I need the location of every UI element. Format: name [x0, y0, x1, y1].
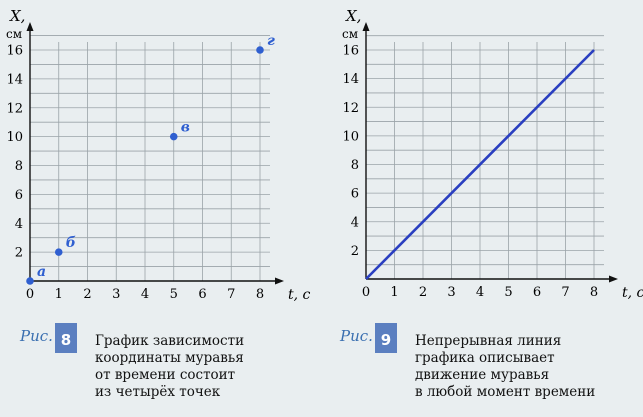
series-line [365, 49, 595, 280]
y-tick-label: 8 [15, 159, 23, 174]
y-tick-label: 4 [15, 217, 23, 232]
x-tick-label: 3 [447, 285, 455, 300]
x-tick-label: 3 [112, 287, 120, 302]
x-axis-label: t, с [288, 287, 311, 303]
data-point-label: в [181, 120, 190, 136]
x-tick-label: 4 [141, 287, 149, 302]
x-tick-label: 1 [55, 287, 63, 302]
data-point [256, 46, 264, 54]
x-tick-label: 8 [590, 285, 598, 300]
x-tick-label: 5 [170, 287, 178, 302]
x-tick-label: 8 [256, 287, 264, 302]
data-point [54, 248, 63, 256]
y-tick-label: 8 [351, 158, 359, 173]
y-tick-label: 12 [342, 101, 359, 116]
y-tick-label: 14 [342, 72, 359, 87]
caption-fig8: Рис. 8 График зависимости координаты мур… [20, 323, 244, 401]
caption-prefix: Рис. [340, 327, 373, 345]
data-point-label: а [37, 264, 46, 280]
y-axis-arrow [362, 22, 370, 31]
y-tick-label: 4 [351, 215, 359, 230]
x-tick-label: 7 [561, 285, 569, 300]
x-tick-label: 0 [362, 285, 370, 300]
y-tick-label: 10 [342, 129, 359, 144]
figure-number-badge: 8 [54, 323, 77, 353]
x-axis-arrow [609, 275, 618, 283]
x-axis-arrow [275, 277, 284, 285]
caption-prefix: Рис. [20, 327, 53, 345]
caption-fig9: Рис. 9 Непрерывная линия графика описыва… [340, 323, 595, 401]
data-point [169, 132, 178, 141]
y-tick-label: 16 [342, 44, 359, 59]
y-axis-unit-label: см [6, 27, 22, 41]
y-tick-label: 6 [15, 188, 23, 203]
figure-number-badge: 9 [374, 323, 397, 353]
x-tick-label: 4 [476, 285, 484, 300]
y-tick-label: 2 [351, 244, 359, 259]
x-tick-label: 2 [419, 285, 427, 300]
figure-9: 0 1 2 3 4 5 6 7 8 2 4 6 8 10 12 14 16 t, с X, см Рис. 9 Неп… [320, 0, 643, 417]
data-point-label: г [267, 33, 275, 49]
x-tick-label: 1 [390, 285, 398, 300]
x-tick-label: 0 [26, 287, 34, 302]
data-point-label: б [66, 235, 76, 251]
y-tick-label: 10 [6, 130, 23, 145]
x-tick-label: 6 [533, 285, 541, 300]
x-axis-label: t, с [622, 285, 643, 301]
x-tick-label: 6 [198, 287, 206, 302]
x-tick-label: 7 [227, 287, 235, 302]
figure-8: 0 1 2 3 4 5 6 7 8 2 4 6 8 10 12 14 16 t, с X, см а б в г Рис. 8… [0, 0, 320, 417]
y-tick-label: 16 [6, 44, 23, 59]
y-tick-label: 12 [6, 101, 23, 116]
y-axis-label: X, [345, 7, 361, 25]
y-tick-label: 14 [6, 72, 23, 87]
x-tick-label: 2 [83, 287, 91, 302]
figure-description: График зависимости координаты муравья от… [94, 333, 245, 400]
y-tick-label: 2 [15, 246, 23, 261]
data-point [26, 277, 34, 285]
y-tick-label: 6 [351, 187, 359, 202]
y-axis-arrow [26, 22, 34, 31]
y-axis-unit-label: см [342, 27, 358, 41]
y-axis-label: X, [9, 7, 25, 25]
x-tick-label: 5 [504, 285, 512, 300]
figure-description: Непрерывная линия графика описывает движ… [414, 333, 596, 400]
